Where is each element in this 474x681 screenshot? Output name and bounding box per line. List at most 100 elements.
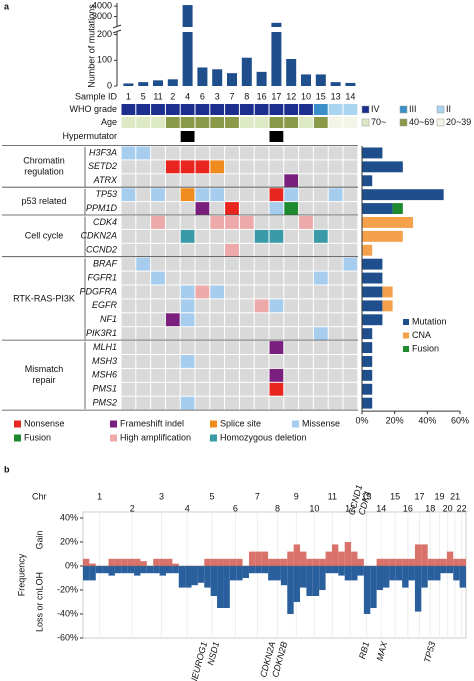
track-cell — [210, 104, 225, 115]
track-label: Hypermutator — [62, 131, 117, 141]
alteration-cell — [195, 299, 210, 313]
alteration-cell — [121, 160, 136, 174]
alteration-cell — [165, 299, 180, 313]
frequency-bin — [319, 566, 326, 590]
alteration-cell — [239, 174, 254, 188]
group-label: Mismatch repair — [25, 364, 64, 385]
axis-break — [112, 24, 122, 29]
frequency-bin — [395, 558, 403, 566]
frequency-bin — [134, 566, 141, 576]
alteration-cell — [136, 382, 151, 396]
series-label: Loss or cnLOH — [34, 572, 44, 632]
legend-label: Mutation — [412, 316, 447, 326]
frequency-bar — [362, 244, 373, 256]
alteration-cell — [239, 299, 254, 313]
alteration-cell — [239, 313, 254, 327]
alteration-cell — [284, 216, 299, 229]
track-cell — [255, 131, 269, 142]
frequency-bin — [159, 558, 166, 566]
alteration-cell — [225, 243, 239, 257]
alteration-cell — [313, 188, 328, 202]
alteration-cell — [343, 243, 358, 257]
alteration-cell — [328, 299, 343, 313]
alteration-cell — [239, 285, 254, 299]
frequency-bin — [459, 566, 466, 588]
legend-label: Fusion — [412, 343, 439, 353]
alteration-cell — [195, 216, 210, 229]
frequency-bar — [362, 328, 373, 340]
group-label: Chromatin regulation — [23, 156, 65, 177]
alteration-cell — [151, 257, 165, 271]
track-cell — [121, 117, 136, 128]
x-tick-label: 3 — [159, 491, 164, 501]
frequency-bin — [402, 558, 409, 566]
alteration-cell — [210, 341, 225, 354]
track-cell — [299, 104, 313, 115]
legend-label: Homozygous deletion — [220, 432, 307, 442]
frequency-bin — [331, 544, 339, 566]
alteration-cell — [269, 216, 284, 229]
alteration-cell — [210, 299, 225, 313]
track-cell — [122, 131, 136, 142]
sample-id: 11 — [153, 91, 162, 101]
x-tick-label: 14 — [376, 503, 386, 513]
gene-label: PMS1 — [92, 384, 117, 394]
x-tick-label: 11 — [328, 491, 337, 501]
frequency-bin — [89, 563, 96, 566]
alteration-cell — [210, 285, 225, 299]
alteration-cell — [313, 243, 328, 257]
frequency-bin — [389, 558, 396, 566]
alteration-cell — [121, 299, 136, 313]
frequency-bin — [312, 558, 320, 566]
frequency-bin — [108, 558, 115, 566]
alteration-cell — [180, 368, 195, 382]
alteration-cell — [225, 382, 239, 396]
alteration-cell — [121, 327, 136, 341]
alteration-cell — [151, 285, 165, 299]
alteration-cell — [254, 355, 269, 368]
alteration-cell — [269, 202, 284, 215]
track-cell — [165, 117, 180, 128]
alteration-cell — [121, 188, 136, 202]
frequency-bin — [395, 566, 403, 581]
alteration-cell — [225, 285, 239, 299]
alteration-cell — [225, 313, 239, 327]
gene-label: SETD2 — [88, 161, 117, 171]
alteration-cell — [239, 146, 254, 160]
track-cell — [210, 117, 225, 128]
alteration-cell — [254, 382, 269, 396]
sample-id: 1 — [126, 91, 131, 101]
alteration-cell — [225, 257, 239, 271]
alteration-cell — [121, 243, 136, 257]
alteration-cell — [180, 327, 195, 341]
alteration-cell — [343, 216, 358, 229]
alteration-cell — [254, 396, 269, 410]
alteration-cell — [180, 382, 195, 396]
x-tick-label: 40% — [418, 415, 436, 425]
alteration-cell — [343, 202, 358, 215]
frequency-bin — [357, 558, 364, 566]
alteration-cell — [299, 160, 313, 174]
gene-label: PIK3R1 — [86, 328, 117, 338]
track-cell — [343, 117, 358, 128]
alteration-cell — [165, 396, 180, 410]
alteration-cell — [343, 396, 358, 410]
frequency-bin — [300, 551, 307, 566]
x-tick-label: 22 — [457, 503, 467, 513]
frequency-bin — [185, 566, 192, 588]
alteration-cell — [151, 229, 165, 243]
frequency-bin — [95, 566, 103, 574]
alteration-cell — [210, 146, 225, 160]
alteration-cell — [299, 382, 313, 396]
alteration-cell — [299, 285, 313, 299]
alteration-cell — [239, 271, 254, 285]
track-cell — [195, 104, 210, 115]
alteration-cell — [121, 146, 136, 160]
y-tick-label: 4000 — [92, 1, 112, 11]
x-tick-label: 2 — [130, 503, 135, 513]
alteration-cell — [284, 355, 299, 368]
frequency-bin — [89, 566, 96, 581]
frequency-bin — [453, 566, 460, 581]
frequency-bin — [274, 558, 281, 566]
frequency-bin — [280, 558, 288, 566]
